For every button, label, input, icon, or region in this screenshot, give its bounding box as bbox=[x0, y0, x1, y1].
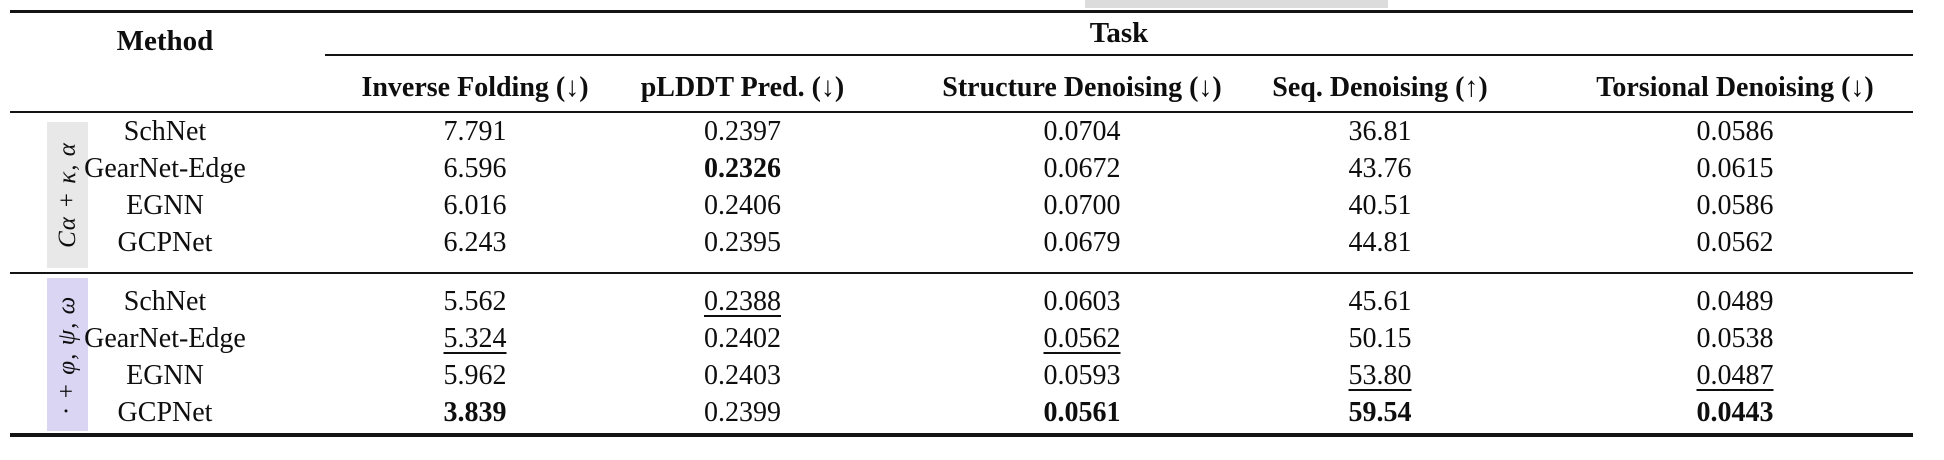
metric-value-second-best: 0.2388 bbox=[704, 286, 781, 317]
metric-value: 0.2406 bbox=[704, 190, 781, 221]
metric-value-second-best: 0.0562 bbox=[1043, 323, 1121, 354]
metric-value: 0.0586 bbox=[1696, 190, 1774, 221]
table-row: GCPNet 6.243 0.2395 0.0679 44.81 0.0562 bbox=[0, 224, 1944, 261]
metric-value-best: 59.54 bbox=[1348, 397, 1412, 428]
metric-value: 0.2399 bbox=[704, 397, 781, 428]
screen-artifact-bar bbox=[1085, 0, 1388, 8]
metric-value: 0.2395 bbox=[704, 227, 781, 258]
metric-value: 6.016 bbox=[443, 190, 507, 221]
task-group-header: Task bbox=[1089, 17, 1149, 49]
column-header-seq-denoising: Seq. Denoising (↑) bbox=[1272, 72, 1488, 103]
method-column-header: Method bbox=[116, 25, 214, 57]
group-separator-rule bbox=[10, 272, 1913, 274]
table-row: GearNet-Edge 5.324 0.2402 0.0562 50.15 0… bbox=[0, 320, 1944, 357]
table-row: SchNet 5.562 0.2388 0.0603 45.61 0.0489 bbox=[0, 283, 1944, 320]
metric-value: 5.562 bbox=[443, 286, 507, 317]
column-header-inverse-folding: Inverse Folding (↓) bbox=[361, 72, 589, 103]
metric-value: 0.0700 bbox=[1043, 190, 1121, 221]
task-cmidrule bbox=[325, 54, 1913, 56]
metric-value: 0.0672 bbox=[1043, 153, 1121, 184]
method-name: EGNN bbox=[126, 190, 204, 221]
metric-value-second-best: 53.80 bbox=[1348, 360, 1412, 391]
table-row: GCPNet 3.839 0.2399 0.0561 59.54 0.0443 bbox=[0, 394, 1944, 431]
table-row: SchNet 7.791 0.2397 0.0704 36.81 0.0586 bbox=[0, 113, 1944, 150]
metric-value: 0.2402 bbox=[704, 323, 781, 354]
metric-value: 50.15 bbox=[1348, 323, 1412, 354]
metric-value: 0.2403 bbox=[704, 360, 781, 391]
metric-value: 0.0679 bbox=[1043, 227, 1121, 258]
metric-value: 44.81 bbox=[1348, 227, 1412, 258]
row-group-label-calpha-kappa-alpha: Cα + κ, α bbox=[47, 122, 88, 268]
metric-value: 43.76 bbox=[1348, 153, 1412, 184]
metric-value: 0.0593 bbox=[1043, 360, 1121, 391]
metric-value: 0.0704 bbox=[1043, 116, 1121, 147]
metric-value-second-best: 5.324 bbox=[443, 323, 507, 354]
metric-value: 6.596 bbox=[443, 153, 507, 184]
row-group-label-phi-psi-omega: · + φ, ψ, ω bbox=[47, 278, 88, 431]
column-header-structure-denoising: Structure Denoising (↓) bbox=[942, 72, 1222, 103]
metric-value: 0.0538 bbox=[1696, 323, 1774, 354]
column-header-plddt-pred: pLDDT Pred. (↓) bbox=[640, 72, 845, 103]
metric-value-best: 0.0443 bbox=[1696, 397, 1774, 428]
table-bottom-rule bbox=[10, 433, 1913, 437]
metric-value: 5.962 bbox=[443, 360, 507, 391]
metric-value: 0.0562 bbox=[1696, 227, 1774, 258]
metric-value: 0.0489 bbox=[1696, 286, 1774, 317]
method-name: SchNet bbox=[123, 286, 207, 317]
metric-value: 36.81 bbox=[1348, 116, 1412, 147]
method-name: EGNN bbox=[126, 360, 204, 391]
metric-value: 7.791 bbox=[443, 116, 507, 147]
method-name: GCPNet bbox=[117, 227, 213, 258]
header-bottom-rule bbox=[10, 111, 1913, 113]
method-name: GCPNet bbox=[117, 397, 213, 428]
column-header-torsional-denoising: Torsional Denoising (↓) bbox=[1596, 72, 1874, 103]
table-row: EGNN 5.962 0.2403 0.0593 53.80 0.0487 bbox=[0, 357, 1944, 394]
method-name: GearNet-Edge bbox=[84, 153, 246, 184]
metric-value: 0.0586 bbox=[1696, 116, 1774, 147]
metric-value-second-best: 0.0487 bbox=[1696, 360, 1774, 391]
metric-value: 40.51 bbox=[1348, 190, 1412, 221]
metric-value-best: 0.2326 bbox=[704, 153, 781, 184]
table-row: EGNN 6.016 0.2406 0.0700 40.51 0.0586 bbox=[0, 187, 1944, 224]
method-name: GearNet-Edge bbox=[84, 323, 246, 354]
metric-value: 0.0603 bbox=[1043, 286, 1121, 317]
method-name: SchNet bbox=[123, 116, 207, 147]
table-row: GearNet-Edge 6.596 0.2326 0.0672 43.76 0… bbox=[0, 150, 1944, 187]
metric-value: 45.61 bbox=[1348, 286, 1412, 317]
metric-value: 6.243 bbox=[443, 227, 507, 258]
metric-value: 0.2397 bbox=[704, 116, 781, 147]
metric-value-best: 3.839 bbox=[443, 397, 507, 428]
metric-value-best: 0.0561 bbox=[1043, 397, 1121, 428]
metric-value: 0.0615 bbox=[1696, 153, 1774, 184]
table-top-rule bbox=[10, 10, 1913, 13]
